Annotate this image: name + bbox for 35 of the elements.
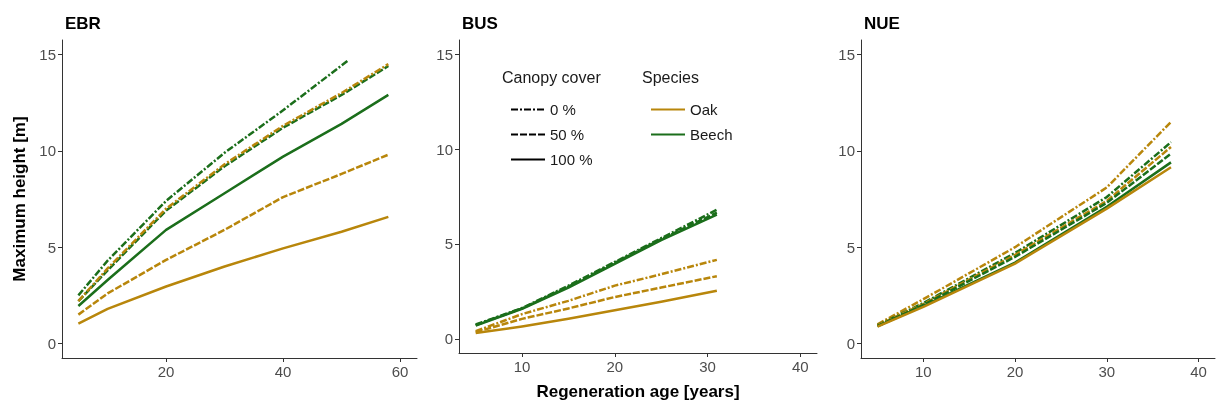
- x-tick-label: 20: [606, 358, 624, 375]
- x-tick-label: 10: [915, 363, 932, 380]
- x-axis-title: Regeneration age [years]: [536, 382, 740, 401]
- x-tick-label: 20: [1006, 363, 1024, 380]
- y-tick-label: 15: [39, 45, 56, 63]
- y-tick-label: 5: [444, 235, 453, 253]
- x-tick-label: 30: [1098, 363, 1116, 380]
- x-tick-label: 60: [391, 363, 409, 380]
- chart-title: NUE: [864, 14, 900, 33]
- text: Canopy cover: [502, 68, 601, 86]
- x-tick-label: 10: [513, 358, 531, 375]
- x-tick-label: 40: [274, 363, 292, 380]
- text: Species: [642, 68, 699, 86]
- y-tick-label: 10: [436, 140, 453, 158]
- legend-label: Oak: [690, 101, 719, 118]
- legend-label: 100 %: [550, 151, 593, 168]
- chart-title: EBR: [65, 14, 101, 33]
- x-tick-label: 40: [791, 358, 809, 375]
- y-tick-label: 5: [846, 238, 855, 256]
- y-tick-label: 0: [47, 335, 56, 353]
- y-tick-label: 15: [838, 45, 855, 63]
- x-tick-label: 40: [1190, 363, 1207, 380]
- y-tick-label: 5: [47, 238, 56, 256]
- x-tick-label: 30: [699, 358, 716, 375]
- legend-label: 0 %: [550, 101, 576, 118]
- legend-label: 50 %: [550, 126, 585, 143]
- chart-title: BUS: [462, 14, 498, 33]
- y-tick-label: 0: [444, 330, 453, 348]
- y-tick-label: 15: [436, 45, 453, 63]
- y-axis-title: Maximum height [m]: [10, 116, 30, 282]
- x-tick-label: 20: [157, 363, 175, 380]
- legend-label: Beech: [690, 126, 733, 143]
- y-tick-label: 0: [846, 335, 855, 353]
- y-tick-label: 10: [39, 142, 56, 160]
- y-tick-label: 10: [838, 142, 855, 160]
